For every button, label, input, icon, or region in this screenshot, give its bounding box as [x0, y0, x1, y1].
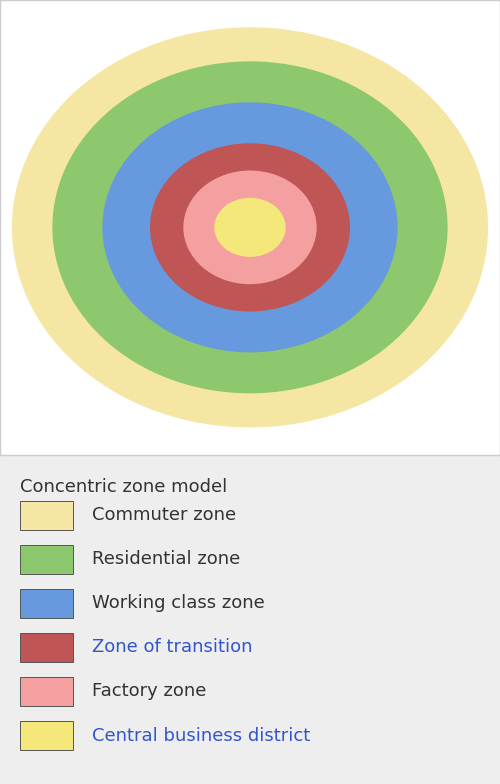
Text: Commuter zone: Commuter zone: [92, 506, 236, 524]
Text: Zone of transition: Zone of transition: [92, 638, 253, 656]
FancyBboxPatch shape: [20, 501, 72, 529]
Text: Concentric zone model: Concentric zone model: [20, 477, 227, 495]
Text: Working class zone: Working class zone: [92, 594, 265, 612]
Ellipse shape: [150, 143, 350, 311]
FancyBboxPatch shape: [20, 589, 72, 618]
Ellipse shape: [52, 61, 448, 394]
FancyBboxPatch shape: [20, 721, 72, 750]
Ellipse shape: [184, 171, 316, 285]
Ellipse shape: [102, 103, 398, 353]
Ellipse shape: [214, 198, 286, 257]
Text: Central business district: Central business district: [92, 727, 311, 745]
Ellipse shape: [12, 27, 488, 427]
FancyBboxPatch shape: [20, 633, 72, 662]
Text: Residential zone: Residential zone: [92, 550, 241, 568]
FancyBboxPatch shape: [20, 677, 72, 706]
Text: Factory zone: Factory zone: [92, 683, 207, 700]
FancyBboxPatch shape: [20, 545, 72, 574]
